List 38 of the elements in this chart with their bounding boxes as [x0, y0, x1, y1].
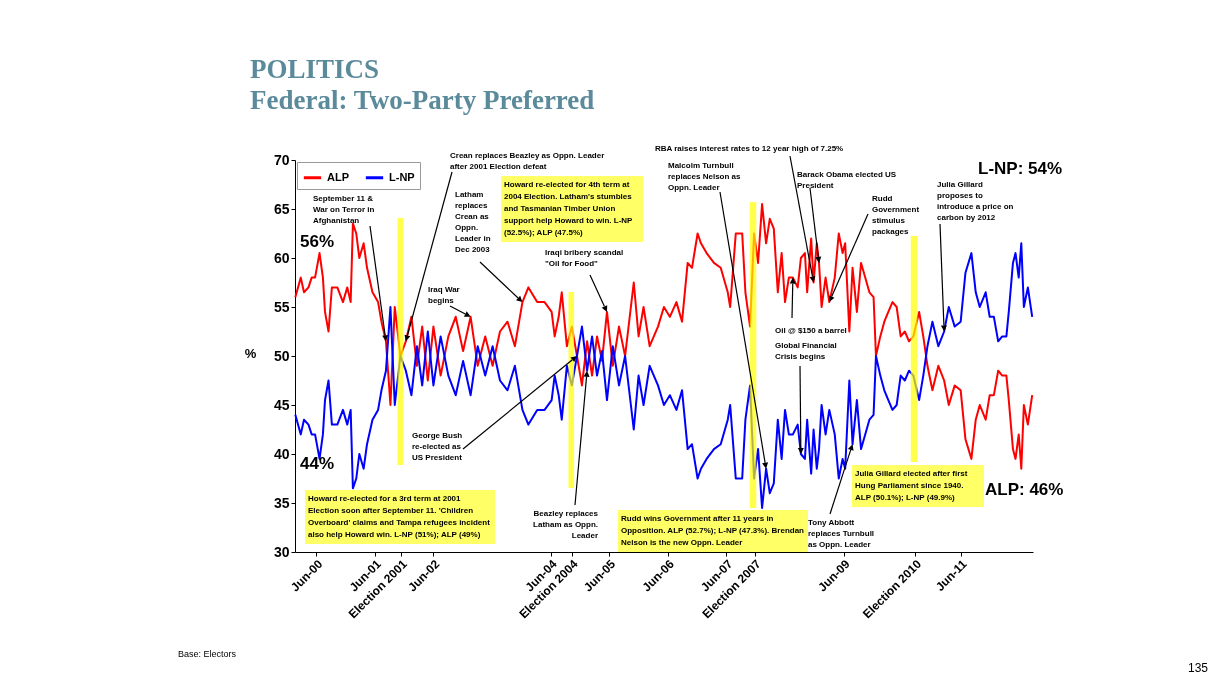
annotation: Tony Abbott replaces Turnbull as Oppn. Leader [808, 518, 875, 549]
annotation: Latham replaces Crean as Oppn. Leader in Dec 2003 [455, 190, 491, 254]
annotation: Crean replaces Beazley as Oppn. Leader after 2001 Election defeat [450, 151, 605, 171]
annotation: Howard re-elected for 4th term at 2004 Election. Latham's stumbles and Tasmanian Timber Union support help Howard to win. L-NP (52.5%); ALP (47.5%) [504, 180, 634, 237]
legend-label: L-NP [389, 170, 415, 183]
annotation: Julia Gillard proposes to introduce a price on carbon by 2012 [937, 180, 1014, 222]
chart-subtitle: Federal: Two-Party Preferred [250, 85, 595, 115]
y-tick-label: 60 [273, 249, 290, 266]
annotation: ALP: 46% [985, 480, 1064, 499]
chart-title: POLITICS [250, 54, 380, 84]
annotation: 44% [300, 454, 335, 473]
annotation: Iraqi bribery scandal "Oil for Food" [545, 248, 624, 268]
annotation: Global Financial Crisis begins [775, 341, 837, 361]
annotation: September 11 & War on Terror in Afghanistan [313, 194, 375, 225]
annotation: Julia Gillard elected after first Hung Parliament since 1940. ALP (50.1%); L-NP (49.9%) [855, 469, 968, 502]
annotation: L-NP: 54% [978, 159, 1063, 178]
y-axis-title: % [244, 345, 257, 361]
y-tick-label: 35 [273, 494, 290, 511]
annotation: Malcolm Turnbull replaces Nelson as Oppn. Leader [668, 161, 742, 192]
y-tick-label: 70 [273, 151, 290, 168]
text: Base: Electors [178, 649, 237, 659]
legend-label: ALP [327, 170, 349, 183]
annotation: RBA raises interest rates to 12 year high of 7.25% [655, 144, 844, 153]
annotation: Barack Obama elected US President [797, 170, 897, 190]
annotation: Rudd Government stimulus packages [872, 194, 920, 236]
annotation: Iraq War begins [428, 285, 460, 305]
annotation: George Bush re-elected as US President [412, 431, 463, 462]
text: 135 [1188, 661, 1209, 675]
line-series [294, 203, 1034, 470]
annotation: Oil @ $150 a barrel [775, 326, 847, 335]
y-tick-label: 30 [273, 543, 290, 560]
y-tick-label: 45 [273, 396, 290, 413]
annotation: 56% [300, 232, 335, 251]
y-tick-label: 65 [273, 200, 290, 217]
y-tick-label: 50 [273, 347, 290, 364]
y-tick-label: 55 [273, 298, 290, 315]
annotation: Beazley replaces Latham as Oppn. Leader [533, 509, 599, 540]
y-tick-label: 40 [273, 445, 290, 462]
